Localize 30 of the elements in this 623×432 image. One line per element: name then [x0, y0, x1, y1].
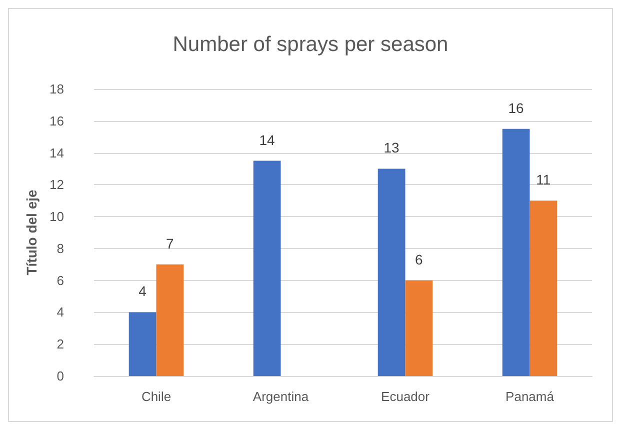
- bar: [378, 168, 406, 376]
- data-label: 7: [166, 235, 174, 252]
- y-tick-label: 2: [56, 336, 64, 352]
- bar: [156, 264, 184, 376]
- data-label: 16: [508, 100, 524, 116]
- chart-title: Number of sprays per season: [172, 33, 448, 56]
- bar: [128, 312, 156, 376]
- y-tick-label: 4: [56, 304, 64, 320]
- x-tick-label: Panamá: [506, 389, 555, 404]
- y-tick-label: 14: [50, 145, 64, 160]
- x-tick-label: Ecuador: [381, 389, 430, 404]
- data-label: 14: [259, 132, 276, 148]
- y-axis-title: Título del eje: [24, 190, 40, 276]
- bar: [405, 280, 433, 376]
- y-tick-label: 0: [56, 368, 64, 384]
- bar: [502, 128, 530, 376]
- data-label: 6: [415, 251, 424, 268]
- y-tick-label: 6: [56, 272, 64, 288]
- data-label: 4: [138, 283, 147, 300]
- y-tick-label: 8: [56, 240, 64, 256]
- x-tick-label: Argentina: [252, 389, 310, 404]
- data-label: 13: [384, 140, 400, 156]
- data-label: 11: [536, 172, 551, 188]
- y-tick-label: 10: [50, 209, 64, 224]
- y-tick-label: 16: [50, 113, 64, 128]
- y-tick-label: 18: [50, 82, 64, 96]
- x-tick-label: Chile: [141, 389, 172, 404]
- bar: [253, 160, 281, 376]
- y-tick-label: 12: [50, 177, 64, 192]
- bar: [530, 200, 558, 376]
